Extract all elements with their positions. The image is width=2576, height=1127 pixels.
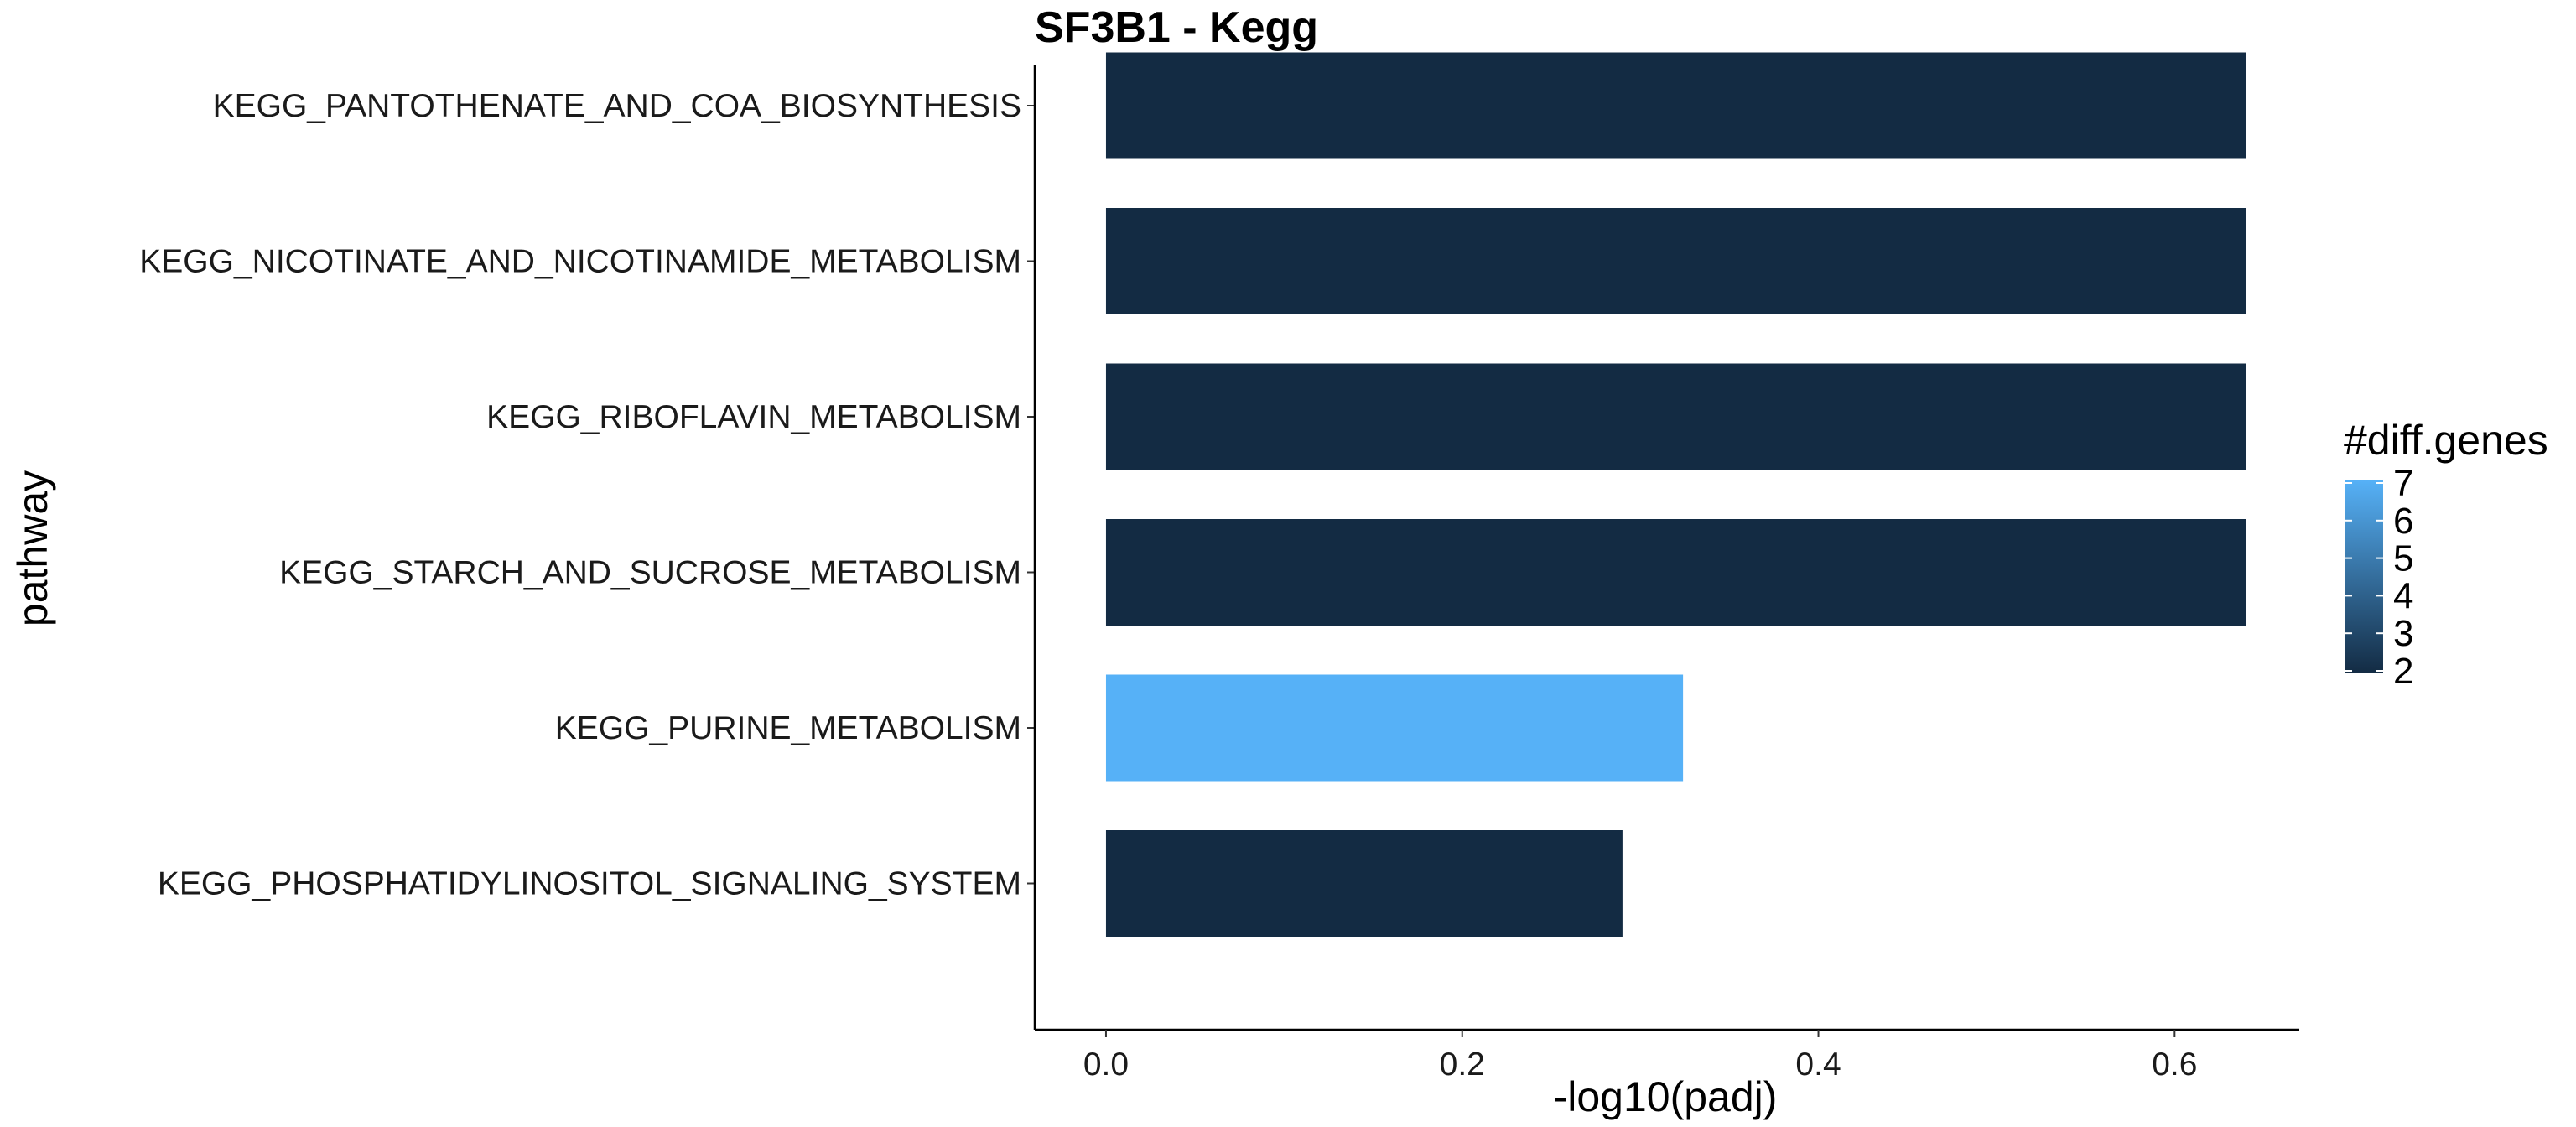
bars-group bbox=[1105, 52, 2246, 937]
legend-label: 3 bbox=[2393, 613, 2413, 654]
legend-colorbar bbox=[2345, 480, 2383, 673]
y-tick-label: KEGG_PHOSPHATIDYLINOSITOL_SIGNALING_SYST… bbox=[158, 866, 1021, 902]
legend-title: #diff.genes bbox=[2344, 417, 2548, 464]
y-tick-label: KEGG_RIBOFLAVIN_METABOLISM bbox=[486, 399, 1021, 435]
y-tick-label: KEGG_STARCH_AND_SUCROSE_METABOLISM bbox=[279, 555, 1021, 591]
bar-4 bbox=[1105, 519, 2246, 626]
y-axis-title: pathway bbox=[9, 470, 56, 626]
y-tick-label: KEGG_PANTOTHENATE_AND_COA_BIOSYNTHESIS bbox=[213, 88, 1021, 124]
bar-2 bbox=[1105, 208, 2246, 314]
legend-label: 5 bbox=[2393, 538, 2413, 579]
legend-label: 4 bbox=[2393, 575, 2413, 616]
x-tick-label: 0.0 bbox=[1083, 1046, 1129, 1083]
bar-3 bbox=[1105, 363, 2246, 470]
legend-label: 6 bbox=[2393, 501, 2413, 542]
x-tick-label: 0.6 bbox=[2152, 1046, 2197, 1083]
y-tick-label: KEGG_NICOTINATE_AND_NICOTINAMIDE_METABOL… bbox=[139, 244, 1021, 280]
bar-5 bbox=[1105, 674, 1684, 782]
y-axis: KEGG_PANTOTHENATE_AND_COA_BIOSYNTHESIS KE… bbox=[139, 65, 1036, 1030]
bar-1 bbox=[1105, 52, 2246, 159]
legend-label: 7 bbox=[2393, 463, 2413, 504]
x-tick-label: 0.4 bbox=[1795, 1046, 1841, 1083]
x-axis-title: -log10(padj) bbox=[1554, 1073, 1778, 1120]
x-tick-label: 0.2 bbox=[1440, 1046, 1485, 1083]
bar-6 bbox=[1105, 830, 1623, 937]
legend-label: 2 bbox=[2393, 651, 2413, 692]
chart-title: SF3B1 - Kegg bbox=[1035, 3, 1318, 52]
y-tick-label: KEGG_PURINE_METABOLISM bbox=[555, 710, 1021, 746]
x-axis: 0.0 0.2 0.4 0.6 bbox=[1035, 1028, 2299, 1083]
